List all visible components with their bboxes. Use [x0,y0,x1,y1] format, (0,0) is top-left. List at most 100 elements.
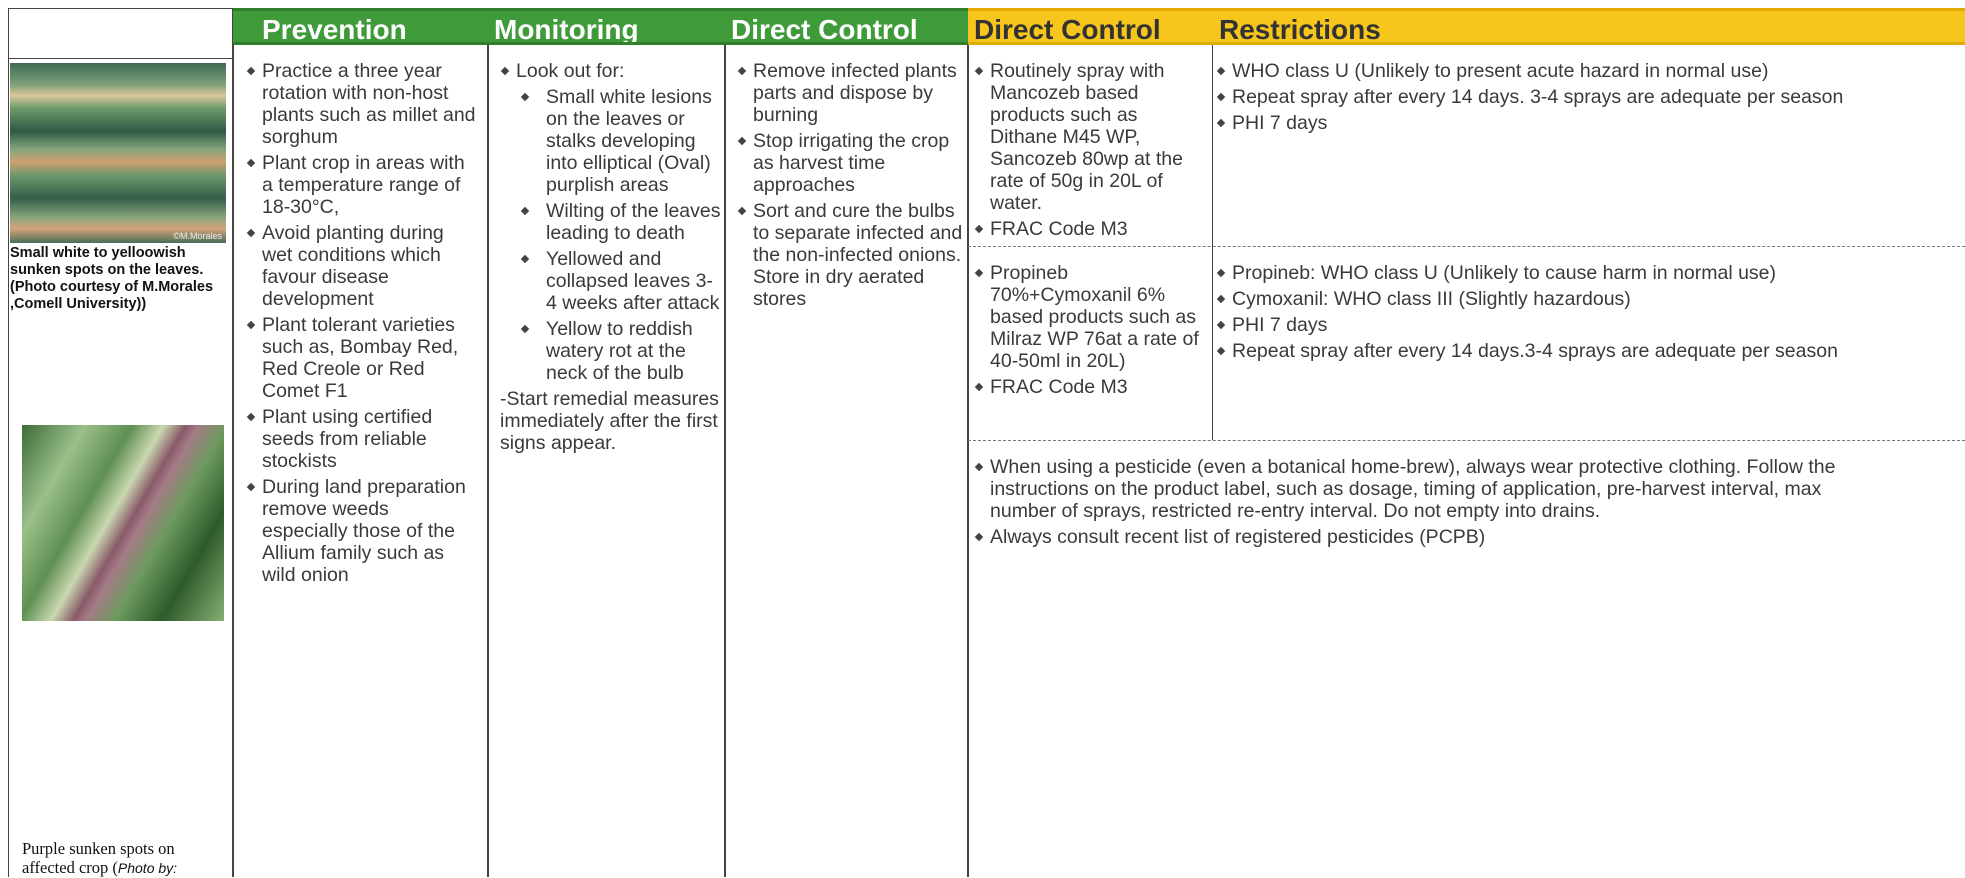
bullet-marker [974,462,984,472]
bullet-marker [974,532,984,542]
bullet-item: WHO class U (Unlikely to present acute h… [1216,60,1965,82]
bullet-marker [246,66,256,76]
bullet-marker [1216,346,1226,356]
note: -Start remedial measures immediately aft… [500,388,719,454]
restrictions-cell: Propineb: WHO class U (Unlikely to cause… [1216,262,1965,366]
bullet-marker [974,268,984,278]
corner-cell [8,8,233,59]
border [487,45,489,877]
bullet-item: Practice a three year rotation with non-… [246,60,478,148]
bullet-list: Propineb 70%+Cymoxanil 6% based products… [974,262,1210,398]
bullet-text: Stop irrigating the crop as harvest time… [753,130,950,196]
header: Direct Control [725,8,968,45]
photo-credit: ©M.Morales [173,231,222,241]
bullet-item: PHI 7 days [1216,112,1965,134]
bullet-text: Plant crop in areas with a temperature r… [262,152,465,218]
bullet-marker [520,324,530,334]
bullet-text: When using a pesticide (even a botanical… [990,456,1836,522]
restrictions-cell: WHO class U (Unlikely to present acute h… [1216,60,1965,138]
bullet-marker [1216,66,1226,76]
monitoring-cell: Look out for: Small white lesions on the … [500,60,722,454]
separator [968,246,1965,247]
bullet-text: Wilting of the leaves leading to death [546,200,721,244]
bullet-item: FRAC Code M3 [974,376,1210,398]
header: Monitoring [488,8,725,45]
bullet-text: Small white lesions on the leaves or sta… [546,86,712,196]
bullet-item: Yellowed and collapsed leaves 3-4 weeks … [516,248,722,314]
bullet-item: Propineb 70%+Cymoxanil 6% based products… [974,262,1210,372]
bullet-marker [737,66,747,76]
bullet-text: FRAC Code M3 [990,218,1128,240]
bullet-text: Yellowed and collapsed leaves 3-4 weeks … [546,248,720,314]
bullet-marker [246,228,256,238]
bullet-item: Routinely spray with Mancozeb based prod… [974,60,1210,214]
bullet-marker [974,224,984,234]
bullet-item: FRAC Code M3 [974,218,1210,240]
bullet-marker [737,136,747,146]
header: Restrictions [1213,8,1965,45]
bullet-text: Sort and cure the bulbs to separate infe… [753,200,963,310]
bullet-item: Repeat spray after every 14 days.3-4 spr… [1216,340,1965,362]
bullet-item: Remove infected plants parts and dispose… [737,60,963,126]
bullet-list: Look out for: Small white lesions on the … [500,60,722,384]
bullet-item: PHI 7 days [1216,314,1965,336]
bullet-item: Small white lesions on the leaves or sta… [516,86,722,196]
bullet-marker [974,382,984,392]
bullet-text: Routinely spray with Mancozeb based prod… [990,60,1183,214]
bullet-text: Yellow to reddish watery rot at the neck… [546,318,693,384]
bullet-marker [520,206,530,216]
bullet-text: PHI 7 days [1232,112,1328,134]
bullet-marker [520,254,530,264]
bullet-item: Propineb: WHO class U (Unlikely to cause… [1216,262,1965,284]
bullet-item: When using a pesticide (even a botanical… [974,456,1854,522]
border [232,8,234,877]
bullet-text: During land preparation remove weeds esp… [262,476,466,586]
general-cell: When using a pesticide (even a botanical… [974,456,1854,552]
bullet-text: Repeat spray after every 14 days. 3-4 sp… [1232,86,1844,108]
bullet-text: Propineb: WHO class U (Unlikely to cause… [1232,262,1777,284]
chemical-cell: Propineb 70%+Cymoxanil 6% based products… [974,262,1210,402]
bullet-text: Plant tolerant varieties such as, Bombay… [262,314,459,402]
bullet-item: Plant crop in areas with a temperature r… [246,152,478,218]
border [1212,45,1213,440]
bullet-list: Remove infected plants parts and dispose… [737,60,963,310]
bullet-marker [246,412,256,422]
bullet-list: WHO class U (Unlikely to present acute h… [1216,60,1965,134]
bullet-list: Routinely spray with Mancozeb based prod… [974,60,1210,240]
chemical-cell: Routinely spray with Mancozeb based prod… [974,60,1210,244]
bullet-item: Repeat spray after every 14 days. 3-4 sp… [1216,86,1965,108]
bullet-text: Remove infected plants parts and dispose… [753,60,957,126]
bullet-text: Propineb 70%+Cymoxanil 6% based products… [990,262,1199,372]
bullet-marker [1216,92,1226,102]
bullet-text: FRAC Code M3 [990,376,1128,398]
bullet-marker [1216,268,1226,278]
bullet-text: WHO class U (Unlikely to present acute h… [1232,60,1769,82]
bullet-item: During land preparation remove weeds esp… [246,476,478,586]
bullet-text: Always consult recent list of registered… [990,526,1486,548]
bullet-item: Plant tolerant varieties such as, Bombay… [246,314,478,402]
caption-italic: Photo by: [117,860,178,876]
bullet-marker [1216,294,1226,304]
direct-control-cell: Remove infected plants parts and dispose… [737,60,963,314]
bullet-text: PHI 7 days [1232,314,1328,336]
bullet-marker [246,482,256,492]
bullet-list: Propineb: WHO class U (Unlikely to cause… [1216,262,1965,362]
bullet-text: Practice a three year rotation with non-… [262,60,476,148]
bullet-list: Small white lesions on the leaves or sta… [516,86,722,384]
bullet-item: Stop irrigating the crop as harvest time… [737,130,963,196]
bullet-text: Repeat spray after every 14 days.3-4 spr… [1232,340,1838,362]
bullet-text: Plant using certified seeds from reliabl… [262,406,433,472]
bullet-marker [520,92,530,102]
bullet-item: Cymoxanil: WHO class III (Slightly hazar… [1216,288,1965,310]
bullet-marker [246,158,256,168]
bullet-item: Wilting of the leaves leading to death [516,200,722,244]
header: Prevention [233,8,488,45]
bullet-item: Yellow to reddish watery rot at the neck… [516,318,722,384]
border [967,45,969,877]
bullet-marker [1216,118,1226,128]
bullet-marker [974,66,984,76]
caption-text: Purple sunken spots on affected crop ( [22,839,175,877]
bullet-item: Look out for: Small white lesions on the … [500,60,722,384]
bullet-item: Avoid planting during wet conditions whi… [246,222,478,310]
